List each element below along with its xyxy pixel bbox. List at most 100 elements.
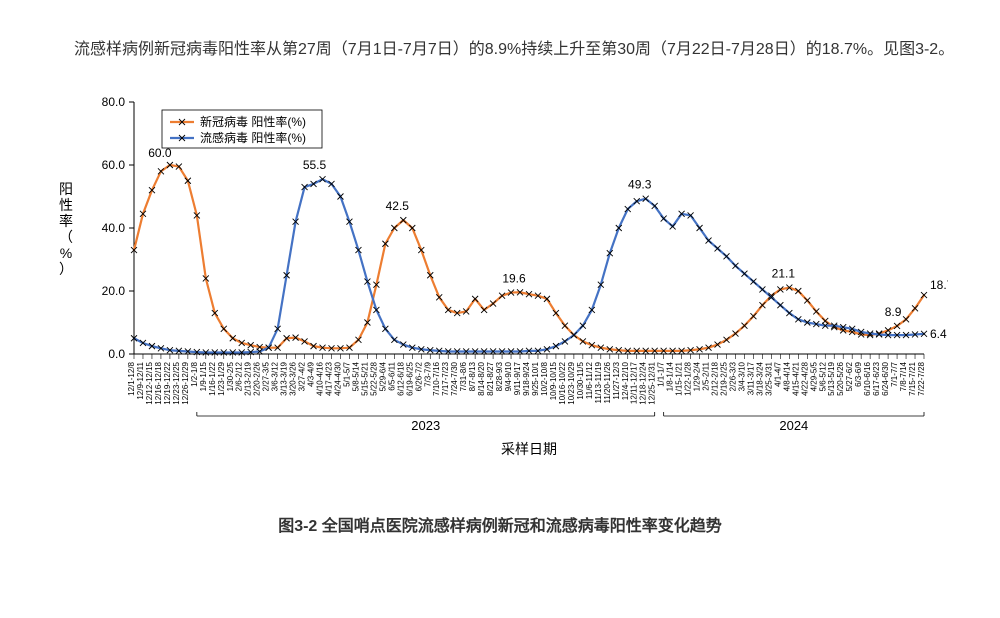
svg-text:1/8-1/14: 1/8-1/14 [666,361,675,391]
svg-text:12/26-12/29: 12/26-12/29 [181,361,190,404]
positivity-line-chart: 0.020.040.060.080.0阳性率（%）12/1-12/812/9-1… [32,74,948,494]
svg-text:11/13-11/19: 11/13-11/19 [594,361,603,403]
svg-text:7/8-7/14: 7/8-7/14 [899,361,908,391]
figure-caption: 图3-2 全国哨点医院流感样病例新冠和流感病毒阳性率变化趋势 [42,512,958,536]
svg-text:4/8-4/14: 4/8-4/14 [782,361,791,391]
svg-text:2/13-2/19: 2/13-2/19 [244,361,253,395]
svg-text:3/25-3/31: 3/25-3/31 [764,361,773,395]
svg-text:8/7-8/13: 8/7-8/13 [468,361,477,391]
svg-text:80.0: 80.0 [102,95,126,109]
svg-text:7/3-7/9: 7/3-7/9 [423,361,432,386]
svg-text:12/4-12/10: 12/4-12/10 [621,361,630,400]
svg-text:（: （ [59,229,73,245]
svg-text:11/27-12/3: 11/27-12/3 [612,361,621,399]
svg-text:10/9-10/15: 10/9-10/15 [549,361,558,400]
svg-text:0.0: 0.0 [108,347,125,361]
svg-text:采样日期: 采样日期 [501,441,557,457]
svg-text:11/6-11/12: 11/6-11/12 [585,361,594,399]
svg-text:55.5: 55.5 [303,158,327,172]
svg-text:3/27-4/2: 3/27-4/2 [298,361,307,391]
svg-text:1/16-1/22: 1/16-1/22 [208,361,217,395]
svg-text:6/19-6/25: 6/19-6/25 [405,361,414,395]
svg-text:4/17-4/23: 4/17-4/23 [325,361,334,395]
svg-text:8/14-8/20: 8/14-8/20 [477,361,486,395]
svg-text:4/1-4/7: 4/1-4/7 [773,361,782,386]
svg-text:10/2-10/8: 10/2-10/8 [540,361,549,395]
svg-text:1/1-1/7: 1/1-1/7 [657,361,666,386]
svg-text:12/11-12/17: 12/11-12/17 [630,361,639,404]
svg-text:1/22-1/28: 1/22-1/28 [684,361,693,395]
svg-text:18.7: 18.7 [930,278,948,292]
svg-text:5/1-5/7: 5/1-5/7 [342,361,351,386]
svg-text:20.0: 20.0 [102,284,126,298]
svg-text:1/15-1/21: 1/15-1/21 [675,361,684,395]
svg-text:4/15-4/21: 4/15-4/21 [791,361,800,395]
svg-text:2/19-2/25: 2/19-2/25 [720,361,729,395]
svg-text:5/13-5/19: 5/13-5/19 [827,361,836,395]
svg-text:12/19-12/22: 12/19-12/22 [163,361,172,404]
svg-text:12/25-12/31: 12/25-12/31 [648,361,657,404]
svg-text:2/27-3/5: 2/27-3/5 [262,361,271,391]
svg-text:7/24-7/30: 7/24-7/30 [450,361,459,395]
svg-text:6/10-6/16: 6/10-6/16 [863,361,872,395]
svg-text:21.1: 21.1 [772,267,796,281]
svg-text:4/29-5/5: 4/29-5/5 [809,361,818,391]
svg-text:5/27-6/2: 5/27-6/2 [845,361,854,391]
svg-text:4/24-4/30: 4/24-4/30 [333,361,342,395]
svg-text:3/4-3/10: 3/4-3/10 [737,361,746,391]
svg-text:60.0: 60.0 [102,158,126,172]
svg-text:10/23-10/29: 10/23-10/29 [567,361,576,404]
svg-text:7/17-7/23: 7/17-7/23 [441,361,450,395]
svg-text:3/20-3/26: 3/20-3/26 [289,361,298,395]
svg-text:19.6: 19.6 [502,271,526,285]
svg-text:8/21-8/27: 8/21-8/27 [486,361,495,395]
svg-text:1/23-1/29: 1/23-1/29 [217,361,226,395]
svg-text:1/30-2/5: 1/30-2/5 [226,361,235,391]
svg-text:2/5-2/11: 2/5-2/11 [702,361,711,390]
svg-text:6/17-6/23: 6/17-6/23 [872,361,881,395]
svg-text:8/28-9/3: 8/28-9/3 [495,361,504,391]
svg-text:7/15-7/21: 7/15-7/21 [908,361,917,395]
svg-text:阳: 阳 [59,181,73,197]
svg-text:5/20-5/26: 5/20-5/26 [836,361,845,395]
svg-text:12/16-12/18: 12/16-12/18 [154,361,163,404]
svg-text:4/3-4/9: 4/3-4/9 [307,361,316,386]
svg-text:5/8-5/14: 5/8-5/14 [351,361,360,391]
svg-text:9/4-9/10: 9/4-9/10 [504,361,513,391]
svg-text:42.5: 42.5 [386,199,410,213]
svg-text:5/29-6/4: 5/29-6/4 [378,361,387,391]
svg-text:6/3-6/9: 6/3-6/9 [854,361,863,386]
svg-text:12/18-12/24: 12/18-12/24 [639,361,648,404]
svg-text:7/22-7/28: 7/22-7/28 [917,361,926,395]
svg-text:1/9-1/15: 1/9-1/15 [199,361,208,391]
svg-text:5/6-5/12: 5/6-5/12 [818,361,827,391]
svg-text:12/23-12/25: 12/23-12/25 [172,361,181,404]
svg-text:7/10-7/16: 7/10-7/16 [432,361,441,395]
svg-text:12/1-12/8: 12/1-12/8 [127,361,136,395]
svg-text:10/30-11/5: 10/30-11/5 [576,361,585,399]
svg-text:8.9: 8.9 [885,305,902,319]
svg-text:1/2-1/8: 1/2-1/8 [190,361,199,386]
svg-text:2/6-2/12: 2/6-2/12 [235,361,244,391]
svg-text:9/18-9/24: 9/18-9/24 [522,361,531,395]
svg-text:7/31-8/6: 7/31-8/6 [459,361,468,391]
svg-text:12/9-12/11: 12/9-12/11 [136,361,145,399]
svg-text:流感病毒 阳性率(%): 流感病毒 阳性率(%) [200,130,306,145]
svg-text:6/26-7/2: 6/26-7/2 [414,361,423,391]
svg-text:7/1-7/7: 7/1-7/7 [890,361,899,386]
svg-text:5/22-5/28: 5/22-5/28 [369,361,378,395]
svg-text:4/10-4/16: 4/10-4/16 [316,361,325,395]
chart-container: 0.020.040.060.080.0阳性率（%）12/1-12/812/9-1… [32,74,948,494]
svg-text:）: ） [59,261,73,277]
svg-text:6/24-6/30: 6/24-6/30 [881,361,890,395]
svg-text:9/11-9/17: 9/11-9/17 [513,361,522,395]
svg-text:10/16-10/22: 10/16-10/22 [558,361,567,404]
svg-text:40.0: 40.0 [102,221,126,235]
svg-text:2023: 2023 [411,418,440,433]
svg-text:9/25-10/1: 9/25-10/1 [531,361,540,395]
svg-text:49.3: 49.3 [628,178,652,192]
intro-paragraph: 流感样病例新冠病毒阳性率从第27周（7月1日-7月7日）的8.9%持续上升至第3… [42,34,958,66]
svg-text:3/18-3/24: 3/18-3/24 [755,361,764,395]
svg-text:新冠病毒 阳性率(%): 新冠病毒 阳性率(%) [200,114,306,129]
svg-text:率: 率 [59,213,73,229]
